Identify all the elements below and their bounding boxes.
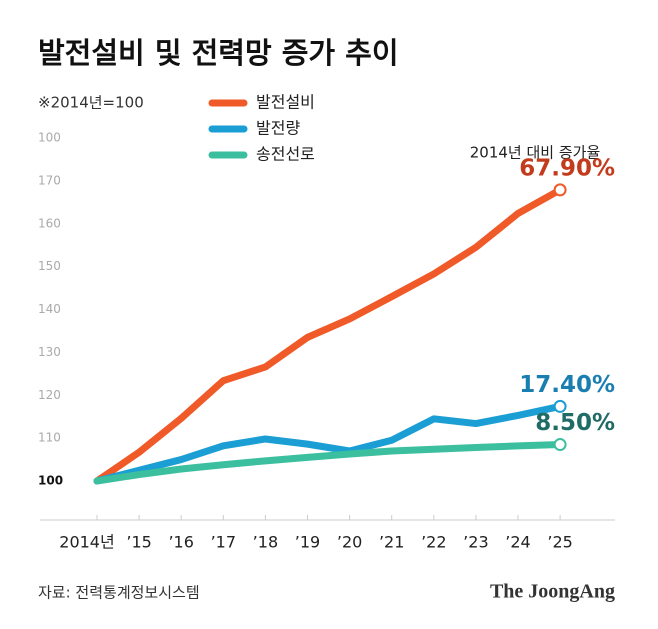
x-tick-label: ’17 (211, 533, 236, 552)
value-label: 17.40% (519, 372, 615, 398)
end-marker (553, 183, 567, 197)
y-tick-label: 100 (38, 474, 63, 488)
subtitle: ※2014년=100 (38, 94, 144, 112)
y-tick-label: 110 (38, 431, 61, 445)
y-tick-label: 130 (38, 345, 61, 359)
annotation: 2014년 대비 증가율 (470, 144, 601, 162)
legend-label: 송전선로 (256, 145, 315, 164)
end-marker (553, 438, 567, 452)
x-tick-label: ’15 (126, 533, 151, 552)
y-tick-label: 170 (38, 173, 61, 187)
value-label: 67.90% (519, 155, 615, 181)
y-tick-label: 140 (38, 302, 61, 316)
x-tick-label: 2014년 (59, 533, 114, 552)
legend-label: 발전설비 (256, 93, 315, 112)
source: 자료: 전력통계정보시스템 (38, 584, 200, 602)
value-label: 8.50% (535, 410, 615, 436)
y-tick-label: 120 (38, 388, 61, 402)
y-tick-label: 150 (38, 259, 61, 273)
x-tick-label: ’24 (505, 533, 530, 552)
chart-title: 발전설비 및 전력망 증가 추이 (38, 36, 399, 70)
x-tick-label: ’22 (421, 533, 446, 552)
series-line (93, 402, 564, 485)
y-tick-label: 160 (38, 216, 61, 230)
x-tick-label: ’21 (379, 533, 404, 552)
series-line (93, 186, 564, 485)
x-tick-label: ’16 (168, 533, 193, 552)
legend-label: 발전량 (256, 119, 300, 138)
x-tick-label: ’19 (295, 533, 320, 552)
x-tick-label: ’23 (463, 533, 488, 552)
y-tick-label: 100 (38, 131, 61, 145)
x-tick-label: ’20 (337, 533, 362, 552)
logo: The JoongAng (490, 581, 615, 603)
x-tick-label: ’25 (547, 533, 572, 552)
x-tick-label: ’18 (253, 533, 278, 552)
end-marker (553, 399, 567, 413)
series-line (93, 441, 564, 485)
